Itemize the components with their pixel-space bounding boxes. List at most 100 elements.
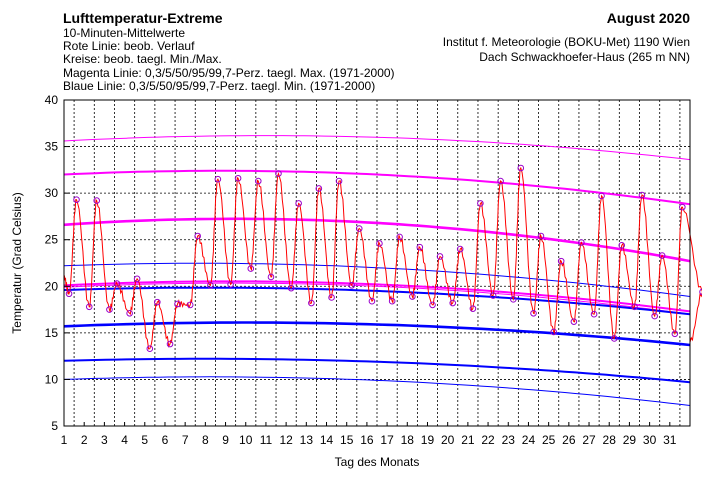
y-tick-label: 35: [45, 140, 59, 154]
daily-min-circle: [671, 330, 679, 338]
daily-max-circle: [234, 174, 242, 182]
daily-max-circle: [376, 240, 383, 247]
daily-min-circle: [550, 328, 557, 336]
x-tick-label: 31: [663, 433, 677, 447]
daily-min-circle: [85, 303, 93, 311]
max-percentile-line-5: [63, 280, 691, 313]
daily-min-circle: [308, 299, 315, 307]
min-percentile-line-99-7: [63, 262, 691, 297]
x-tick-label: 22: [481, 433, 495, 447]
chart-title: Lufttemperatur-Extreme: [63, 10, 223, 26]
x-tick-label: 29: [623, 433, 637, 447]
chart-subtitle: 10-Minuten-Mittelwerte: [63, 26, 186, 40]
location-label: Dach Schwackhoefer-Haus (265 m NN): [479, 50, 690, 64]
x-tick-label: 25: [542, 433, 556, 447]
x-tick-label: 14: [320, 433, 334, 447]
legend-circles: Kreise: beob. taegl. Min./Max.: [63, 52, 222, 66]
daily-max-circle: [133, 275, 141, 283]
max-percentile-line-99-7: [63, 135, 691, 161]
daily-min-circle: [146, 345, 154, 352]
daily-min-circle: [207, 282, 214, 289]
legend-red-line: Rote Linie: beob. Verlauf: [63, 39, 195, 53]
y-tick-label: 20: [45, 279, 59, 293]
y-tick-label: 40: [45, 93, 59, 107]
daily-min-circle: [651, 312, 658, 320]
daily-min-circle: [267, 273, 275, 281]
daily-max-circle: [315, 185, 323, 192]
x-tick-label: 1: [61, 433, 68, 447]
x-tick-label: 21: [461, 433, 475, 447]
daily-min-circle: [631, 303, 638, 311]
daily-min-circle: [570, 318, 578, 325]
daily-max-circle: [93, 197, 101, 204]
y-tick-label: 5: [51, 419, 58, 433]
x-tick-label: 27: [582, 433, 596, 447]
x-tick-label: 30: [643, 433, 657, 447]
daily-min-circle: [106, 306, 113, 313]
legend-magenta-line: Magenta Linie: 0,3/5/50/95/99,7-Perz. ta…: [63, 66, 395, 80]
min-percentile-line-0-3: [63, 376, 691, 406]
daily-max-circle: [355, 225, 363, 232]
y-tick-label: 25: [45, 233, 59, 247]
daily-min-circle: [247, 265, 255, 272]
y-axis-title: Temperatur (Grad Celsius): [10, 192, 24, 333]
daily-max-circle: [416, 243, 424, 251]
x-tick-label: 6: [162, 433, 169, 447]
x-tick-label: 24: [522, 433, 536, 447]
daily-max-circle: [658, 252, 666, 259]
daily-min-circle: [348, 282, 356, 289]
daily-min-circle: [489, 292, 497, 299]
x-tick-label: 26: [562, 433, 576, 447]
daily-max-circle: [73, 196, 80, 203]
daily-max-circle: [598, 192, 605, 200]
daily-min-circle: [510, 296, 517, 303]
daily-min-circle: [287, 284, 295, 292]
x-tick-label: 3: [101, 433, 108, 447]
x-tick-label: 23: [502, 433, 516, 447]
plot-frame: [63, 99, 691, 427]
x-tick-label: 16: [360, 433, 374, 447]
daily-min-circle: [227, 281, 234, 288]
daily-min-circle: [449, 299, 457, 307]
daily-max-circle: [254, 177, 262, 185]
daily-max-circle: [335, 177, 343, 185]
daily-max-circle: [699, 288, 702, 296]
x-axis-title: Tag des Monats: [335, 455, 420, 469]
y-tick-label: 15: [45, 326, 59, 340]
max-percentile-line-50: [63, 217, 691, 263]
daily-max-circle: [174, 300, 181, 308]
daily-max-circle: [578, 239, 585, 246]
legend-blue-line: Blaue Linie: 0,3/5/50/95/99,7-Perz. taeg…: [63, 79, 376, 93]
x-tick-label: 2: [81, 433, 88, 447]
min-percentile-line-95: [63, 286, 691, 316]
daily-max-circle: [295, 200, 302, 207]
daily-max-circle: [517, 164, 525, 172]
institute-label: Institut f. Meteorologie (BOKU-Met) 1190…: [442, 35, 690, 49]
month-label: August 2020: [606, 10, 690, 26]
x-tick-label: 19: [421, 433, 435, 447]
daily-min-circle: [590, 310, 598, 318]
daily-min-circle: [388, 297, 396, 305]
daily-min-circle: [469, 305, 477, 312]
daily-max-circle: [194, 232, 201, 240]
x-tick-label: 4: [121, 433, 128, 447]
daily-min-circle: [610, 335, 618, 342]
daily-min-circle: [126, 309, 133, 317]
x-tick-label: 11: [260, 433, 273, 447]
daily-min-circle: [409, 293, 416, 300]
y-tick-label: 10: [45, 372, 59, 386]
x-tick-label: 17: [380, 433, 394, 447]
daily-max-circle: [214, 175, 222, 183]
max-percentile-line-95: [63, 169, 691, 206]
daily-max-circle: [113, 280, 121, 287]
x-tick-label: 8: [202, 433, 209, 447]
daily-max-circle: [557, 257, 565, 265]
daily-min-circle: [368, 297, 376, 305]
daily-max-circle: [436, 253, 444, 260]
x-tick-label: 12: [279, 433, 293, 447]
x-tick-label: 5: [141, 433, 148, 447]
x-tick-label: 20: [441, 433, 455, 447]
x-tick-label: 15: [340, 433, 354, 447]
daily-max-circle: [456, 245, 464, 253]
